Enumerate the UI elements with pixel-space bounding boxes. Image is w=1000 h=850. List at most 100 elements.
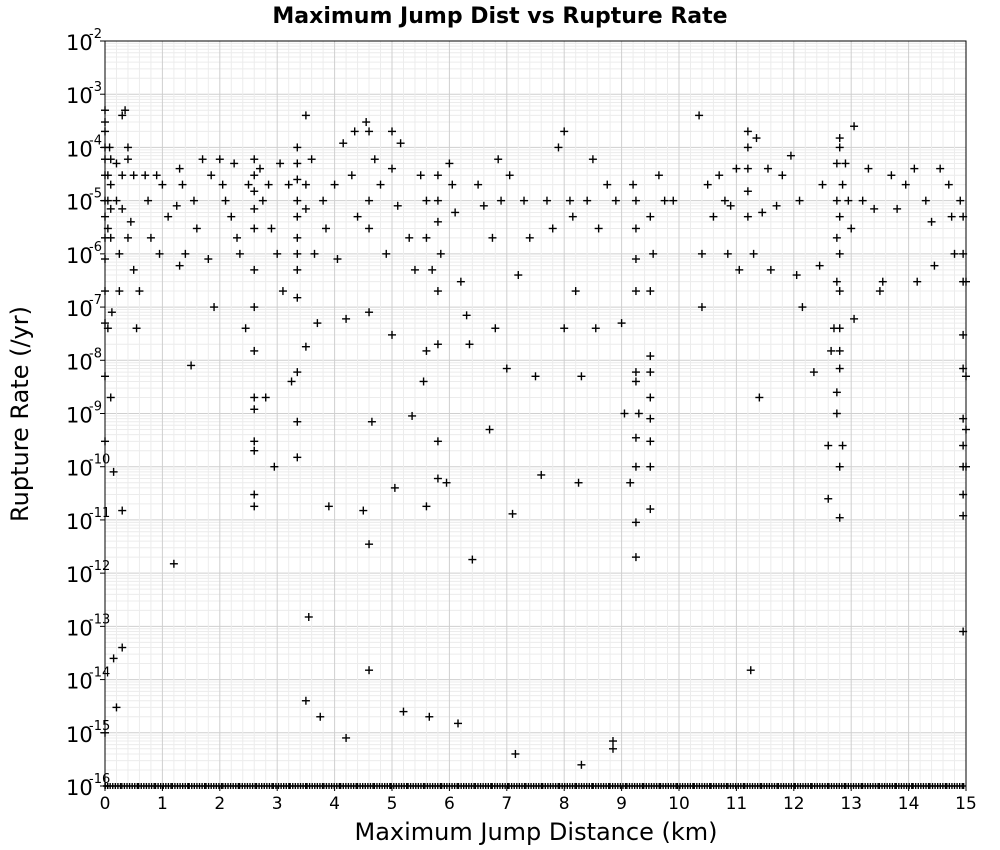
data-point [146, 233, 155, 242]
data-point [792, 271, 801, 280]
data-point [227, 212, 236, 221]
data-point [118, 643, 127, 652]
y-tick-label: 10 [66, 723, 93, 747]
data-point [835, 249, 844, 258]
data-point [864, 164, 873, 173]
data-point [709, 212, 718, 221]
data-point [115, 287, 124, 296]
data-point [433, 437, 442, 446]
data-point [112, 196, 121, 205]
data-point [370, 155, 379, 164]
data-point [158, 180, 167, 189]
data-point [422, 346, 431, 355]
data-point [763, 164, 772, 173]
data-point [560, 127, 569, 136]
data-point [215, 155, 224, 164]
y-tick-exponent: -9 [89, 400, 102, 415]
y-tick-label: 10 [66, 563, 93, 587]
data-point [101, 106, 109, 115]
data-point [959, 511, 968, 520]
data-point [743, 143, 752, 152]
data-point [913, 277, 922, 286]
data-point [433, 474, 442, 483]
data-point [192, 224, 201, 233]
x-tick-label: 9 [616, 794, 627, 814]
data-point [172, 201, 181, 210]
data-point [347, 171, 356, 180]
data-point [101, 372, 109, 381]
data-point [103, 196, 112, 205]
y-tick-label: 10 [66, 457, 93, 481]
data-point [531, 372, 540, 381]
data-point [123, 155, 132, 164]
data-point [301, 696, 310, 705]
data-point [118, 204, 127, 213]
data-point [631, 224, 640, 233]
data-point [525, 233, 534, 242]
data-point [646, 414, 655, 423]
data-point [755, 393, 764, 402]
data-point [743, 187, 752, 196]
data-point [571, 287, 580, 296]
data-point [333, 255, 342, 264]
data-point [832, 409, 841, 418]
data-point [832, 233, 841, 242]
data-point [835, 287, 844, 296]
data-point [959, 212, 968, 221]
data-point [608, 744, 617, 753]
data-point [250, 224, 259, 233]
y-tick-label: 10 [66, 616, 93, 640]
data-point [835, 143, 844, 152]
data-point [293, 175, 302, 184]
data-point [250, 490, 259, 499]
data-point [901, 180, 910, 189]
data-point [809, 368, 818, 377]
data-point [293, 233, 302, 242]
data-point [189, 196, 198, 205]
data-point [743, 127, 752, 136]
y-tick-label: 10 [66, 350, 93, 374]
data-point [101, 127, 109, 136]
data-point [365, 224, 374, 233]
data-point [959, 364, 968, 373]
data-point [726, 201, 735, 210]
y-tick-label: 10 [66, 670, 93, 694]
y-tick-label: 10 [66, 84, 93, 108]
data-point [608, 737, 617, 746]
data-point [514, 271, 523, 280]
data-point [735, 265, 744, 274]
data-point [307, 155, 316, 164]
data-point [250, 204, 259, 213]
data-point [293, 453, 302, 462]
y-tick-exponent: -15 [89, 719, 110, 734]
data-point [301, 204, 310, 213]
data-point [631, 287, 640, 296]
data-point [221, 196, 230, 205]
data-point [250, 155, 259, 164]
data-point [408, 411, 417, 420]
data-point [617, 319, 626, 328]
data-point [218, 180, 227, 189]
data-point [959, 330, 968, 339]
data-point [583, 196, 592, 205]
y-tick-label: 10 [66, 31, 93, 55]
data-point [798, 303, 807, 312]
data-point [118, 171, 127, 180]
data-point [758, 208, 767, 217]
data-point [244, 180, 253, 189]
gridlines [104, 40, 967, 787]
data-point [422, 196, 431, 205]
data-point [646, 462, 655, 471]
data-point [204, 255, 213, 264]
data-point [508, 509, 517, 518]
data-point [319, 196, 328, 205]
data-point [258, 196, 267, 205]
data-point [772, 201, 781, 210]
data-point [353, 212, 362, 221]
data-point [126, 217, 135, 226]
data-point [106, 393, 115, 402]
data-point [304, 612, 313, 621]
data-point [267, 224, 276, 233]
data-point [832, 159, 841, 168]
